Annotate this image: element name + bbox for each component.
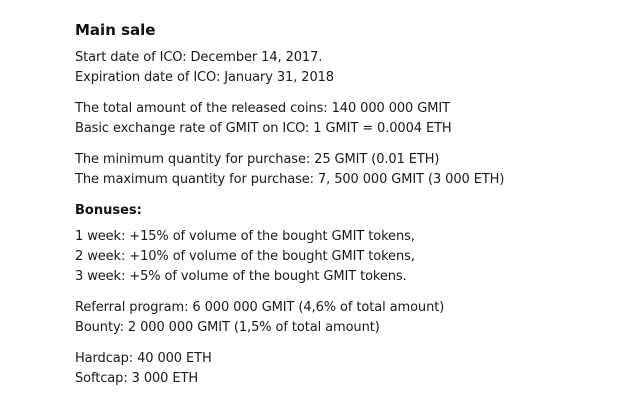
maximum-quantity-text: The maximum quantity for purchase: 7, 50… [75,172,505,187]
week-2-bonus-text: 2 week: +10% of volume of the bought GMI… [75,249,415,264]
purchase-quantity-block: The minimum quantity for purchase: 25 GM… [75,150,635,190]
exchange-rate-text: Basic exchange rate of GMIT on ICO: 1 GM… [75,121,452,136]
referral-program-text: Referral program: 6 000 000 GMIT (4,6% o… [75,300,445,315]
caps-block: Hardcap: 40 000 ETH Softcap: 3 000 ETH [75,349,635,389]
main-sale-heading: Main sale [75,21,156,39]
ico-dates-block: Start date of ICO: December 14, 2017. Ex… [75,48,635,88]
ico-info-document: Main sale Start date of ICO: December 14… [75,20,635,400]
start-date-text: Start date of ICO: December 14, 2017. [75,50,323,65]
bounty-text: Bounty: 2 000 000 GMIT (1,5% of total am… [75,320,380,335]
minimum-quantity-text: The minimum quantity for purchase: 25 GM… [75,152,440,167]
hardcap-text: Hardcap: 40 000 ETH [75,351,212,366]
weekly-bonuses-block: 1 week: +15% of volume of the bought GMI… [75,227,635,287]
softcap-text: Softcap: 3 000 ETH [75,371,199,386]
week-3-bonus-text: 3 week: +5% of volume of the bought GMIT… [75,269,407,284]
total-coins-text: The total amount of the released coins: … [75,101,450,116]
bonuses-heading: Bonuses: [75,203,142,218]
coins-block: The total amount of the released coins: … [75,99,635,139]
expiration-date-text: Expiration date of ICO: January 31, 2018 [75,70,334,85]
week-1-bonus-text: 1 week: +15% of volume of the bought GMI… [75,229,415,244]
programs-block: Referral program: 6 000 000 GMIT (4,6% o… [75,298,635,338]
